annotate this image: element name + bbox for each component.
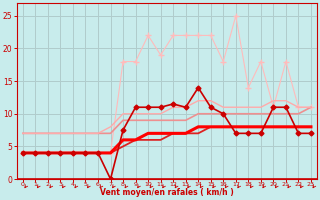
X-axis label: Vent moyen/en rafales ( km/h ): Vent moyen/en rafales ( km/h ) <box>100 188 234 197</box>
